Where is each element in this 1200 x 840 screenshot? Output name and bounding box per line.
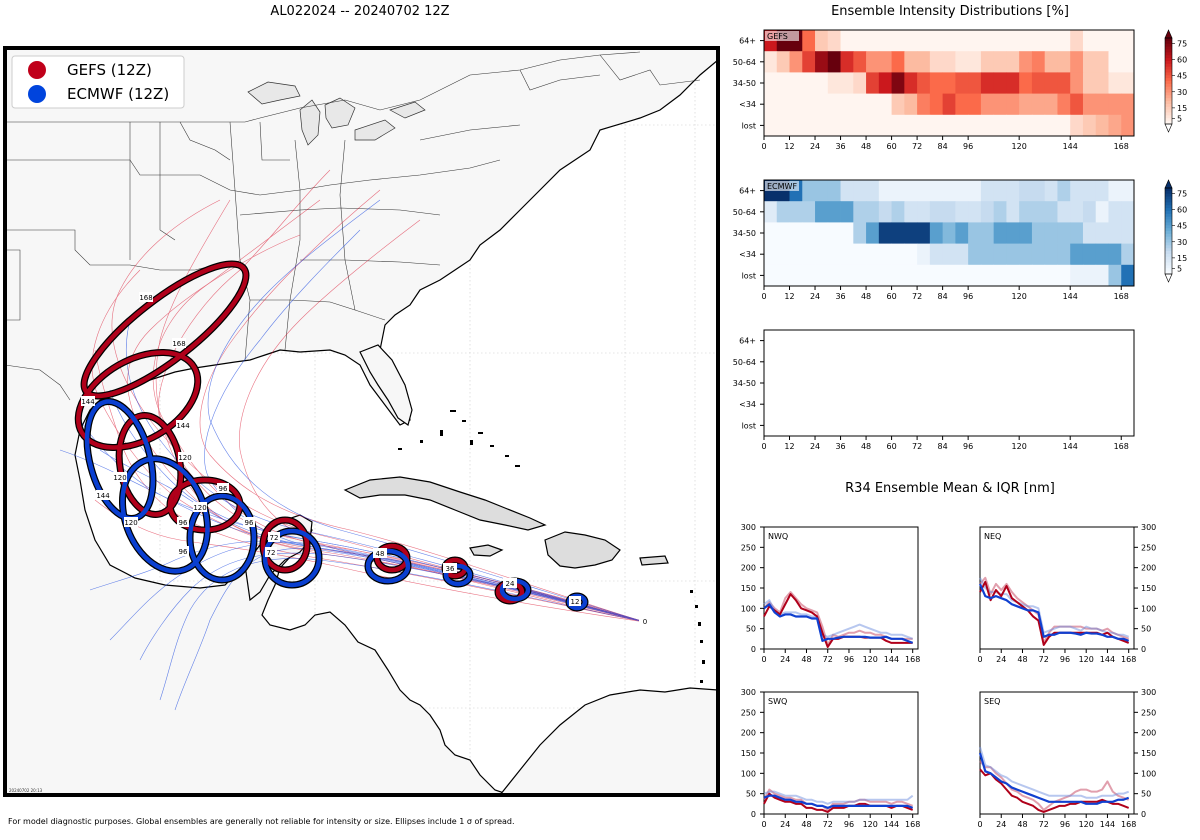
- ellipse-hour-labels: 168 168 144 144 120 96 72 48 36 24 144 1…: [81, 292, 651, 626]
- ellipse-label: 168: [139, 294, 152, 302]
- puerto-rico: [639, 555, 669, 566]
- map-title: AL022024 -- 20240702 12Z: [270, 4, 450, 19]
- jamaica: [469, 544, 504, 557]
- map-footnote: For model diagnostic purposes. Global en…: [8, 817, 515, 826]
- cuba: [343, 476, 547, 531]
- legend-gefs-label: GEFS (12Z): [67, 61, 152, 79]
- intensity-title: Ensemble Intensity Distributions [%]: [831, 4, 1069, 19]
- ellipse-label: 48: [376, 550, 385, 558]
- map-timestamp: 20240702 20:13: [9, 788, 43, 793]
- ellipse-label: 24: [506, 580, 515, 588]
- map-legend: GEFS (12Z) ECMWF (12Z): [11, 55, 185, 109]
- legend-gefs-marker: [28, 61, 46, 79]
- ellipse-label: 12: [571, 598, 580, 606]
- ellipse-label: 96: [219, 485, 228, 493]
- ellipse-label: 120: [124, 519, 137, 527]
- map-frame: [3, 46, 720, 797]
- map-canvas: 168 168 144 144 120 96 72 48 36 24 144 1…: [5, 48, 718, 795]
- r34-title: R34 Ensemble Mean & IQR [nm]: [845, 481, 1055, 496]
- ellipse-label: 96: [179, 548, 188, 556]
- hispaniola: [544, 531, 621, 569]
- ellipse-label: 96: [179, 519, 188, 527]
- legend-ecmwf-label: ECMWF (12Z): [67, 85, 169, 103]
- ellipse-label: 120: [178, 454, 191, 462]
- ellipse-label: 120: [193, 504, 206, 512]
- ellipse-label: 72: [267, 549, 276, 557]
- ellipse-label: 144: [81, 398, 95, 406]
- ellipse-label: 0: [643, 618, 647, 626]
- political-borders: [5, 51, 701, 401]
- ellipse-label: 144: [176, 422, 190, 430]
- legend-ecmwf-marker: [28, 85, 46, 103]
- ellipse-label: 96: [245, 519, 254, 527]
- ellipse-label: 36: [446, 565, 455, 573]
- ellipse-label: 120: [113, 474, 126, 482]
- florida: [359, 344, 413, 426]
- ellipse-label: 168: [172, 340, 185, 348]
- south-america: [499, 687, 718, 795]
- ellipse-label: 144: [96, 492, 110, 500]
- bahamas: [398, 410, 520, 467]
- great-lakes: [247, 81, 426, 146]
- ellipse-label: 72: [270, 534, 279, 542]
